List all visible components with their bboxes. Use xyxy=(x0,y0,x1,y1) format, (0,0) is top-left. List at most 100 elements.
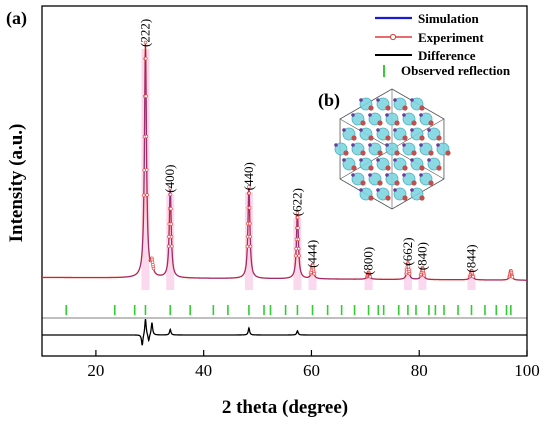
experiment-point xyxy=(169,207,173,211)
metal-atom xyxy=(351,135,357,141)
legend-label-experiment: Experiment xyxy=(418,30,484,45)
peak-highlight xyxy=(403,267,412,290)
experiment-point xyxy=(296,215,300,220)
oxygen-atom xyxy=(402,113,406,117)
plot-frame xyxy=(41,5,528,357)
metal-atom xyxy=(428,150,434,156)
metal-atom xyxy=(385,165,391,171)
experiment-point xyxy=(145,193,149,197)
difference-series xyxy=(42,318,527,346)
x-axis-label: 2 theta (degree) xyxy=(222,397,348,418)
experiment-point xyxy=(247,191,251,195)
experiment-point xyxy=(296,226,300,230)
metal-atom xyxy=(419,135,425,141)
oxygen-atom xyxy=(385,113,389,117)
experiment-point xyxy=(422,273,426,278)
y-axis-label: Intensity (a.u.) xyxy=(6,124,27,243)
peak-label: (444) xyxy=(305,240,320,268)
experiment-point xyxy=(248,244,253,249)
oxygen-atom xyxy=(410,128,414,132)
oxygen-atom xyxy=(359,158,363,162)
oxygen-atom xyxy=(410,98,414,102)
peak-highlight xyxy=(244,192,253,290)
oxygen-atom xyxy=(427,128,431,132)
oxygen-atom xyxy=(376,188,380,192)
x-axis-ticks: 20 40 60 80 100 xyxy=(87,350,540,380)
oxygen-atom xyxy=(342,128,346,132)
experiment-point xyxy=(296,237,301,242)
peak-highlight xyxy=(166,194,175,290)
metal-atom xyxy=(368,135,374,141)
metal-atom xyxy=(428,180,434,186)
oxygen-atom xyxy=(393,158,397,162)
experiment-point xyxy=(295,211,300,215)
oxygen-atom xyxy=(351,113,355,117)
panel-label-a: (a) xyxy=(6,8,27,29)
oxygen-atom xyxy=(419,143,423,147)
peak-label: (222) xyxy=(137,19,152,47)
legend-label-difference: Difference xyxy=(418,48,476,63)
metal-atom xyxy=(385,105,391,111)
metal-atom xyxy=(402,135,408,141)
metal-atom xyxy=(394,180,400,186)
oxygen-atom xyxy=(376,128,380,132)
oxygen-atom xyxy=(419,113,423,117)
metal-atom xyxy=(419,165,425,171)
experiment-point xyxy=(144,134,149,139)
experiment-point xyxy=(145,168,149,172)
oxygen-atom xyxy=(385,143,389,147)
experiment-point xyxy=(247,206,252,210)
oxygen-atom xyxy=(351,143,355,147)
panel-label-b: (b) xyxy=(318,90,340,111)
crystal-structure-inset xyxy=(334,88,451,210)
metal-atom xyxy=(445,150,451,156)
legend: Simulation Experiment Difference Observe… xyxy=(375,11,511,78)
metal-atom xyxy=(411,150,417,156)
experiment-point xyxy=(510,275,515,279)
simulation-series xyxy=(42,42,527,281)
metal-atom xyxy=(428,120,434,126)
peak-label: (400) xyxy=(162,165,177,193)
experiment-point xyxy=(294,254,298,258)
metal-atom xyxy=(394,120,400,126)
x-tick-label: 40 xyxy=(195,361,212,380)
legend-marker-experiment xyxy=(389,33,397,41)
experiment-point xyxy=(247,185,251,189)
experiment-point xyxy=(297,254,301,258)
metal-atom xyxy=(402,165,408,171)
x-tick-label: 80 xyxy=(411,361,428,380)
experiment-point xyxy=(312,271,316,276)
oxygen-atom xyxy=(359,98,363,102)
peak-label: (622) xyxy=(289,188,304,216)
experiment-point xyxy=(151,266,156,271)
oxygen-atom xyxy=(368,143,372,147)
experiment-point xyxy=(297,246,301,251)
oxygen-atom xyxy=(385,173,389,177)
peak-label: (662) xyxy=(400,237,415,265)
oxygen-atom xyxy=(334,143,338,147)
metal-atom xyxy=(360,150,366,156)
oxygen-atom xyxy=(359,128,363,132)
metal-atom xyxy=(360,120,366,126)
experiment-series xyxy=(42,42,527,281)
experiment-point xyxy=(142,193,146,198)
metal-atom xyxy=(402,105,408,111)
peak-highlight xyxy=(308,269,317,290)
oxygen-atom xyxy=(368,113,372,117)
peak-label: (840) xyxy=(414,242,429,270)
oxygen-atom xyxy=(376,158,380,162)
x-tick-label: 20 xyxy=(87,361,104,380)
peak-highlight xyxy=(364,276,373,290)
peak-highlight xyxy=(467,274,476,290)
metal-atom xyxy=(419,195,425,201)
oxygen-atom xyxy=(419,173,423,177)
metal-atom xyxy=(368,195,374,201)
peak-highlight xyxy=(418,272,427,290)
oxygen-atom xyxy=(342,158,346,162)
metal-atom xyxy=(385,195,391,201)
oxygen-atom xyxy=(368,173,372,177)
experiment-point xyxy=(407,271,412,276)
oxygen-atom xyxy=(427,158,431,162)
metal-atom xyxy=(377,150,383,156)
